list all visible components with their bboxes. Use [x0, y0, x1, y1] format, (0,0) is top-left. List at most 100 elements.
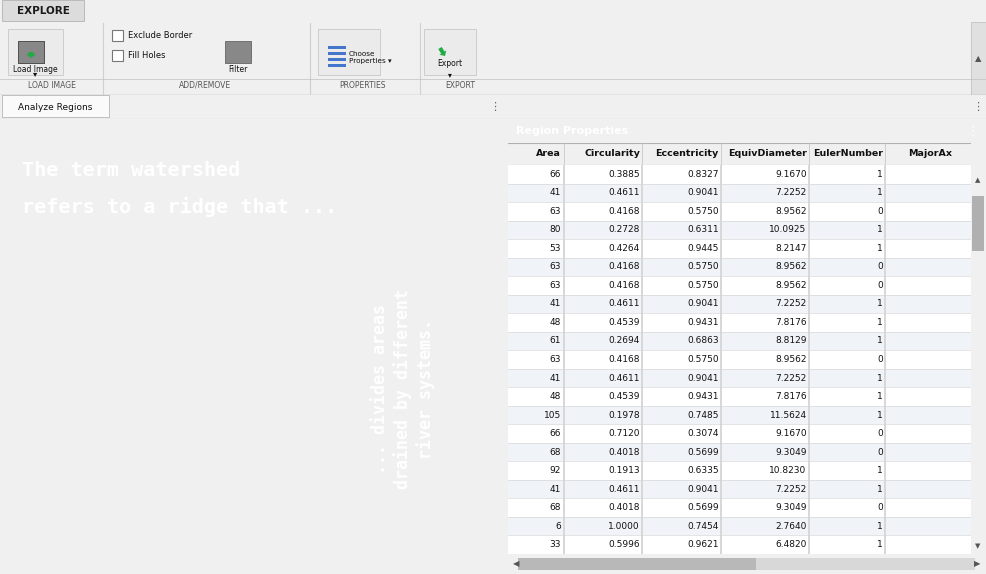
Text: ⋮: ⋮	[972, 102, 984, 112]
Text: 0.4168: 0.4168	[608, 355, 640, 364]
Bar	[518, 558, 756, 570]
Text: 7.8176: 7.8176	[775, 392, 807, 401]
Text: Analyze Regions: Analyze Regions	[19, 103, 93, 111]
Bar	[508, 165, 971, 184]
Text: 1: 1	[878, 392, 883, 401]
Text: ▶: ▶	[974, 560, 980, 568]
Text: 0.4611: 0.4611	[608, 300, 640, 308]
Text: 68: 68	[550, 503, 561, 512]
Text: 53: 53	[550, 244, 561, 253]
Text: 7.2252: 7.2252	[775, 300, 807, 308]
Text: ▾: ▾	[33, 69, 37, 79]
Text: 8.9562: 8.9562	[775, 262, 807, 272]
Text: ◀: ◀	[513, 560, 520, 568]
Text: 61: 61	[550, 336, 561, 346]
Text: 1: 1	[878, 410, 883, 420]
Bar	[508, 424, 971, 443]
Text: 0.4168: 0.4168	[608, 207, 640, 216]
Text: 0.4168: 0.4168	[608, 281, 640, 290]
FancyArrow shape	[26, 52, 36, 58]
Text: 0.4018: 0.4018	[608, 448, 640, 457]
Text: ⋮: ⋮	[966, 125, 979, 138]
Text: Circularity: Circularity	[584, 149, 640, 158]
Text: 0.9431: 0.9431	[687, 318, 719, 327]
Bar	[508, 387, 971, 406]
Text: 9.1670: 9.1670	[775, 429, 807, 438]
Text: 7.8176: 7.8176	[775, 318, 807, 327]
Text: 1: 1	[878, 318, 883, 327]
Text: 8.9562: 8.9562	[775, 281, 807, 290]
Text: 7.2252: 7.2252	[775, 188, 807, 197]
Text: 2.7640: 2.7640	[775, 522, 807, 531]
Text: Export
▾: Export ▾	[438, 59, 462, 79]
Text: 1: 1	[878, 244, 883, 253]
Text: 33: 33	[550, 540, 561, 549]
Text: 68: 68	[550, 448, 561, 457]
Text: 0: 0	[878, 355, 883, 364]
Bar	[508, 443, 971, 461]
Text: Filter: Filter	[229, 64, 247, 73]
Text: 0.4018: 0.4018	[608, 503, 640, 512]
Text: 0.7485: 0.7485	[687, 410, 719, 420]
Text: 0.6335: 0.6335	[687, 466, 719, 475]
Text: 0.5996: 0.5996	[608, 540, 640, 549]
Text: 66: 66	[550, 170, 561, 179]
Text: ▲: ▲	[975, 177, 981, 184]
Text: 11.5624: 11.5624	[769, 410, 807, 420]
Bar	[8, 29, 63, 75]
Text: EquivDiameter: EquivDiameter	[728, 149, 807, 158]
Text: ▲: ▲	[975, 54, 982, 63]
Text: 48: 48	[550, 392, 561, 401]
Text: 1: 1	[878, 170, 883, 179]
Text: 9.3049: 9.3049	[775, 448, 807, 457]
Bar	[518, 558, 975, 570]
Text: 0.5699: 0.5699	[687, 448, 719, 457]
Text: 0.4539: 0.4539	[608, 392, 640, 401]
Text: 6: 6	[555, 522, 561, 531]
Bar	[328, 52, 346, 55]
Text: Eccentricity: Eccentricity	[656, 149, 719, 158]
Text: 48: 48	[550, 318, 561, 327]
Bar	[18, 41, 44, 63]
Text: 0.1913: 0.1913	[608, 466, 640, 475]
Bar	[508, 480, 971, 498]
Text: 0: 0	[878, 281, 883, 290]
Text: 0.5750: 0.5750	[687, 355, 719, 364]
Text: 41: 41	[550, 484, 561, 494]
Text: 0.8327: 0.8327	[687, 170, 719, 179]
Bar	[318, 29, 380, 75]
Text: 0.4611: 0.4611	[608, 188, 640, 197]
Text: 63: 63	[550, 207, 561, 216]
Text: 0.7454: 0.7454	[687, 522, 719, 531]
Text: refers to a ridge that ...: refers to a ridge that ...	[22, 197, 337, 217]
Text: ⋮: ⋮	[489, 102, 501, 112]
Text: 63: 63	[550, 281, 561, 290]
Text: Choose
Properties ▾: Choose Properties ▾	[349, 51, 391, 64]
Text: 10.0925: 10.0925	[769, 226, 807, 234]
Text: 7.2252: 7.2252	[775, 484, 807, 494]
Text: EulerNumber: EulerNumber	[813, 149, 883, 158]
Text: 6.4820: 6.4820	[775, 540, 807, 549]
Bar	[508, 202, 971, 220]
Text: 8.2147: 8.2147	[775, 244, 807, 253]
Bar	[424, 29, 476, 75]
Bar	[508, 313, 971, 332]
Text: 41: 41	[550, 374, 561, 382]
Text: Region Properties: Region Properties	[516, 126, 628, 136]
Text: 0.6863: 0.6863	[687, 336, 719, 346]
Text: 0.9041: 0.9041	[687, 188, 719, 197]
Bar	[2, 95, 109, 117]
Text: 0.9621: 0.9621	[687, 540, 719, 549]
Text: 0: 0	[878, 429, 883, 438]
Text: ... divides areas
drained by different
river systems.: ... divides areas drained by different r…	[371, 289, 436, 488]
Text: 7.2252: 7.2252	[775, 374, 807, 382]
Text: 0.9445: 0.9445	[687, 244, 719, 253]
Text: 1: 1	[878, 466, 883, 475]
Text: 0.2694: 0.2694	[608, 336, 640, 346]
Text: 0.3885: 0.3885	[608, 170, 640, 179]
Text: 0.4611: 0.4611	[608, 484, 640, 494]
Text: 0.9041: 0.9041	[687, 484, 719, 494]
Text: 66: 66	[550, 429, 561, 438]
Text: 0: 0	[878, 207, 883, 216]
Text: Exclude Border: Exclude Border	[128, 32, 192, 41]
